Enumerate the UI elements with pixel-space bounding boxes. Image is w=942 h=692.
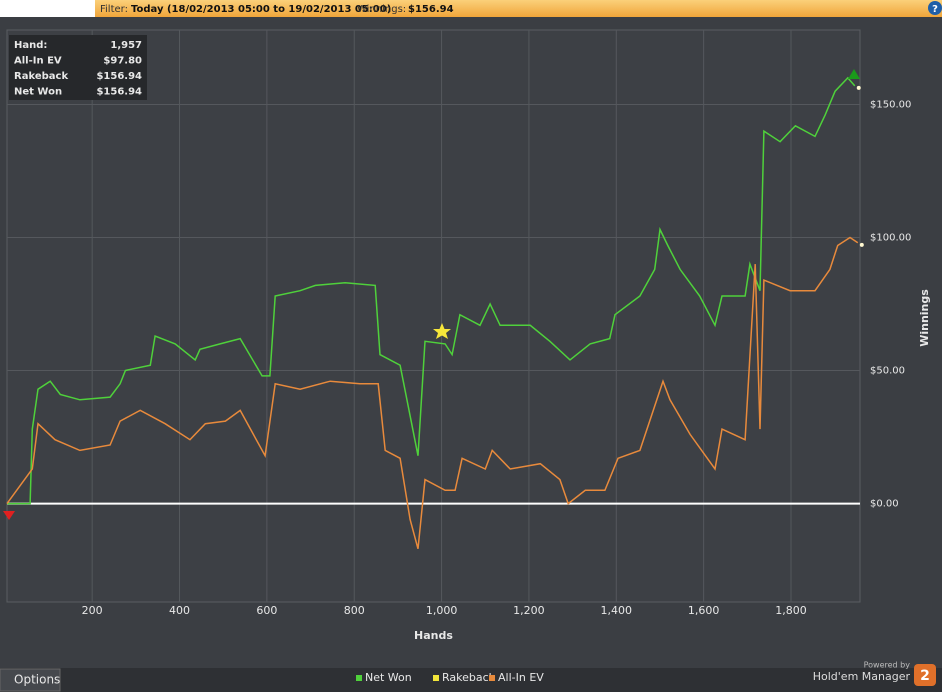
legend-swatch [356,675,362,681]
filter-bar [0,0,942,17]
legend-label: Rakeback [442,671,496,684]
brand-logo [914,664,936,686]
y-axis-label: Winnings [918,289,931,347]
options-button[interactable] [0,668,61,692]
summary-value: $156.94 [96,87,142,98]
summary: Hand: 1,957 All-In EV $97.80 Rakeback $156.94… [14,40,142,98]
brand: Hold'em Manager [813,670,911,683]
legend-swatch [489,675,495,681]
y-tick-label: $0.00 [870,499,899,510]
end-point [856,85,861,90]
legend-label: Net Won [365,671,412,684]
x-tick-label: 1,600 [688,604,720,617]
help-icon: ? [932,4,938,15]
x-tick-label: 1,400 [601,604,633,617]
winnings-value: $156.94 [408,4,454,15]
summary-label: Net Won [14,87,62,98]
footer-bar [0,668,942,692]
summary-value: 1,957 [110,40,142,51]
summary-value: $156.94 [96,71,142,82]
x-tick-label: 1,800 [775,604,807,617]
legend-label: All-In EV [498,671,544,684]
star-marker [433,323,451,339]
y-tick-label: $100.00 [870,233,911,244]
end-point [859,242,864,247]
end-marker [848,69,860,79]
powered-by: Powered by [864,661,911,670]
x-axis-label: Hands [414,629,453,642]
plot-area [6,29,861,603]
summary-label: All-In EV [14,56,62,67]
blank [0,0,95,17]
plot: 200 400 600 800 1,000 1,200 1,400 1,600 1,800 $0.… [6,29,931,642]
summary-label: Hand: [14,40,47,51]
winnings-label: Winnings: [357,4,406,15]
y-tick-label: $150.00 [870,99,911,110]
help-button[interactable] [928,1,942,15]
x-tick-label: 1,200 [513,604,545,617]
brand-version: 2 [920,668,930,684]
summary-value: $97.80 [103,56,142,67]
series-line [7,76,856,505]
y-tick-label: $50.00 [870,366,905,377]
x-tick-label: 800 [344,604,365,617]
x-tick-label: 200 [82,604,103,617]
legend-swatch [433,675,439,681]
summary-box [9,35,147,100]
filter-value: Today (18/02/2013 05:00 to 19/02/2013 05… [131,4,391,15]
filter-label: Filter: [100,4,128,15]
x-tick-label: 1,000 [426,604,458,617]
options-label: Options [14,673,60,687]
x-tick-label: 600 [256,604,277,617]
start-marker [3,511,15,520]
x-tick-label: 400 [169,604,190,617]
series-line [6,236,859,549]
summary-label: Rakeback [14,71,68,82]
